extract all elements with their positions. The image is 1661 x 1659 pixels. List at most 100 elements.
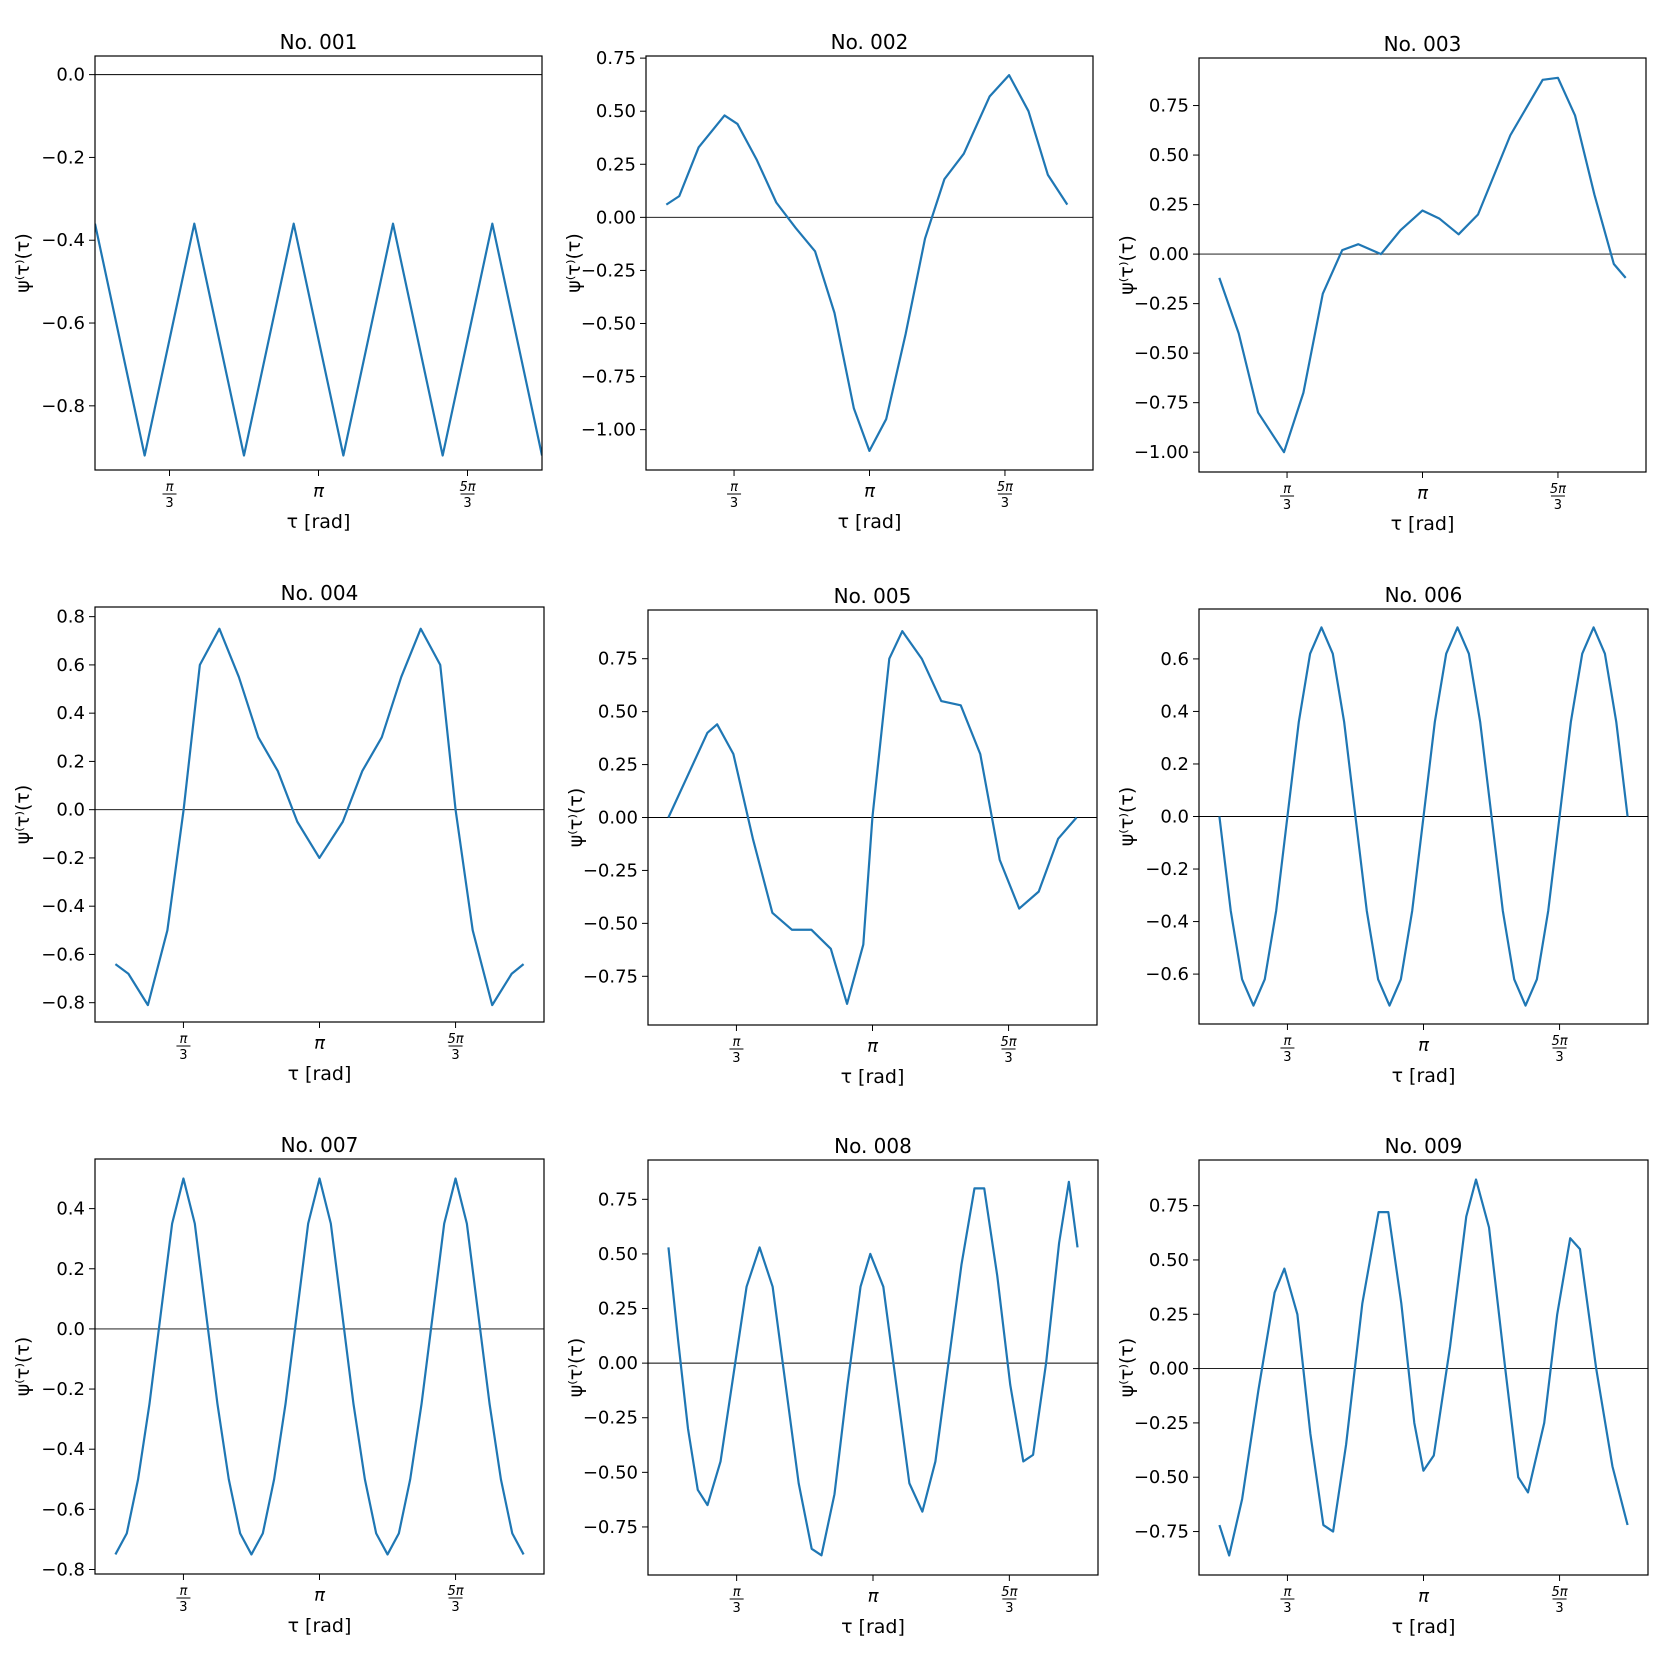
- y-tick-label: 0.4: [56, 703, 85, 724]
- y-tick-label: 0.25: [1149, 195, 1189, 216]
- y-tick-label: −0.8: [41, 1559, 85, 1580]
- y-tick-label: −0.4: [41, 1439, 85, 1460]
- x-tick-label-numerator: 5π: [997, 480, 1013, 495]
- series-line: [665, 74, 1069, 452]
- subplot-title: No. 003: [1384, 32, 1462, 56]
- x-tick-label-denominator: 3: [1283, 498, 1291, 513]
- y-tick-label: −0.25: [1134, 294, 1189, 315]
- y-tick-label: −0.75: [583, 1517, 638, 1538]
- y-axis-label: ψ⁽τ⁾(τ): [563, 233, 585, 293]
- y-axis-label: ψ⁽τ⁾(τ): [12, 1337, 34, 1397]
- y-tick-label: −0.50: [1134, 1467, 1189, 1488]
- y-tick-label: −0.6: [1145, 964, 1189, 985]
- x-tick-label-denominator: 3: [179, 1600, 187, 1615]
- y-tick-label: 0.75: [1149, 1196, 1189, 1217]
- y-tick-label: 0.50: [1149, 145, 1189, 166]
- x-tick-label-numerator: π: [730, 480, 738, 495]
- y-tick-label: 0.75: [596, 48, 636, 69]
- x-tick-label-numerator: π: [733, 1585, 741, 1600]
- series-line: [114, 627, 525, 1007]
- x-tick-label: π: [1418, 1035, 1430, 1056]
- x-tick-label-numerator: 5π: [1001, 1585, 1017, 1600]
- subplot-title: No. 006: [1385, 583, 1463, 607]
- y-tick-label: −0.50: [1134, 343, 1189, 364]
- y-tick-label: 0.0: [56, 1319, 85, 1340]
- y-tick-label: 0.8: [56, 607, 85, 628]
- y-tick-label: −0.4: [41, 230, 85, 251]
- x-tick-label: π: [1417, 483, 1429, 504]
- y-axis-label: ψ⁽τ⁾(τ): [1116, 235, 1138, 295]
- y-tick-label: −0.2: [41, 848, 85, 869]
- x-tick-label-numerator: 5π: [448, 1032, 464, 1047]
- subplot-title: No. 001: [280, 30, 358, 54]
- x-tick-label-numerator: π: [180, 1032, 188, 1047]
- y-axis-label: ψ⁽τ⁾(τ): [565, 1338, 587, 1398]
- y-tick-label: 0.2: [56, 751, 85, 772]
- y-tick-label: −1.00: [581, 420, 636, 441]
- axes-frame: [94, 1158, 545, 1575]
- x-tick-label-denominator: 3: [730, 496, 738, 511]
- x-tick-label: π: [314, 1585, 326, 1606]
- x-tick-label-denominator: 3: [1283, 1050, 1291, 1065]
- x-tick-label-denominator: 3: [451, 1600, 459, 1615]
- y-tick-label: 0.25: [1149, 1304, 1189, 1325]
- x-tick-label: π: [864, 481, 876, 502]
- x-tick-label-denominator: 3: [1004, 1051, 1012, 1066]
- y-tick-label: 0.6: [56, 655, 85, 676]
- y-tick-label: 0.75: [598, 1189, 638, 1210]
- y-tick-label: −0.4: [1145, 912, 1189, 933]
- subplot-title: No. 007: [281, 1133, 359, 1157]
- x-tick-label-numerator: π: [1283, 482, 1291, 497]
- x-tick-label-denominator: 3: [165, 496, 173, 511]
- x-tick-label-denominator: 3: [1554, 498, 1562, 513]
- axes-frame: [1198, 1159, 1649, 1576]
- x-tick-label-numerator: 5π: [1001, 1035, 1017, 1050]
- y-tick-label: 0.50: [598, 702, 638, 723]
- y-tick-label: 0.00: [1149, 1359, 1189, 1380]
- y-tick-label: −0.75: [581, 367, 636, 388]
- x-tick-label-denominator: 3: [732, 1051, 740, 1066]
- y-tick-label: −0.2: [1145, 859, 1189, 880]
- y-tick-label: 0.00: [598, 1353, 638, 1374]
- y-tick-label: 0.0: [56, 800, 85, 821]
- x-tick-label-numerator: 5π: [459, 480, 475, 495]
- x-tick-label-denominator: 3: [451, 1048, 459, 1063]
- x-tick-label-numerator: π: [166, 480, 174, 495]
- y-tick-label: −0.8: [41, 396, 85, 417]
- y-tick-label: −0.2: [41, 1379, 85, 1400]
- x-tick-label-numerator: 5π: [1552, 1034, 1568, 1049]
- y-tick-label: −0.4: [41, 896, 85, 917]
- x-tick-label-numerator: π: [1284, 1585, 1292, 1600]
- y-tick-label: 0.50: [596, 101, 636, 122]
- subplot-title: No. 002: [831, 30, 909, 54]
- series-line: [1218, 76, 1627, 454]
- x-tick-label-numerator: 5π: [1552, 1585, 1568, 1600]
- y-tick-label: −0.8: [41, 993, 85, 1014]
- y-tick-label: −0.25: [583, 1408, 638, 1429]
- y-tick-label: −0.50: [581, 314, 636, 335]
- y-tick-label: 0.50: [598, 1244, 638, 1265]
- y-tick-label: 0.2: [1160, 754, 1189, 775]
- series-line: [667, 630, 1078, 1005]
- x-tick-label-denominator: 3: [179, 1048, 187, 1063]
- x-axis-label: τ [rad]: [1392, 1616, 1456, 1638]
- y-tick-label: 0.0: [56, 65, 85, 86]
- x-axis-label: τ [rad]: [1392, 1065, 1456, 1087]
- y-tick-label: −0.50: [583, 1462, 638, 1483]
- y-tick-label: 0.6: [1160, 649, 1189, 670]
- x-axis-label: τ [rad]: [841, 1066, 905, 1088]
- x-tick-label-denominator: 3: [1005, 1601, 1013, 1616]
- x-axis-label: τ [rad]: [287, 511, 351, 533]
- y-tick-label: 0.25: [596, 154, 636, 175]
- x-axis-label: τ [rad]: [288, 1615, 352, 1637]
- x-tick-label-numerator: 5π: [448, 1584, 464, 1599]
- axes-frame: [94, 606, 545, 1023]
- y-tick-label: −0.6: [41, 944, 85, 965]
- y-tick-label: 0.4: [1160, 701, 1189, 722]
